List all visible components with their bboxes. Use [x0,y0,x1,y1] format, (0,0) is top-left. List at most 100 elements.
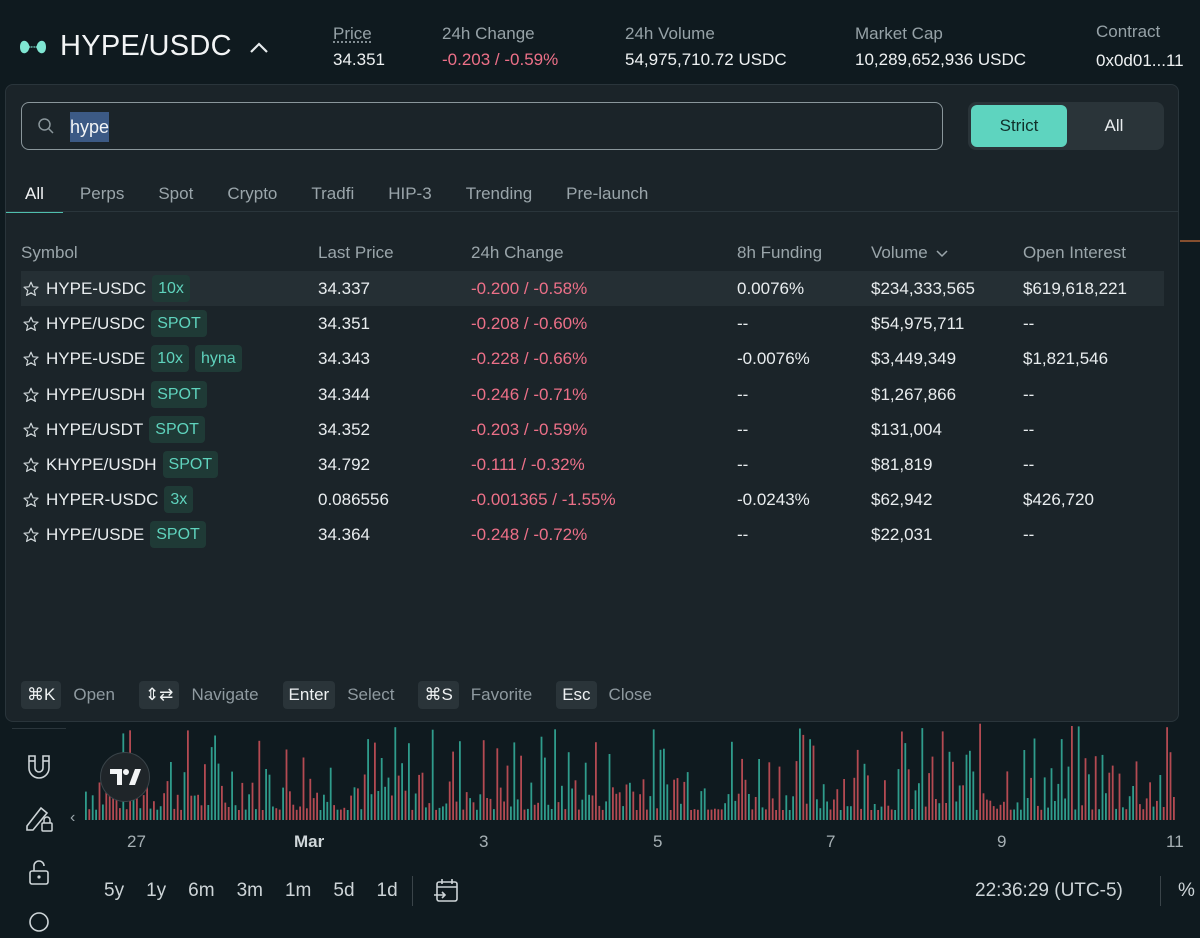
symbol-cell: KHYPE/USDH SPOT [46,447,219,482]
tab-perps[interactable]: Perps [79,184,125,203]
volume-bar [639,794,641,820]
column-last-price[interactable]: Last Price [318,243,394,262]
hint-open: Open [73,685,115,704]
volume-bar [88,809,91,820]
volume-bar [880,806,883,820]
lock-drawing-icon[interactable] [23,802,55,834]
shortcut-hints: ⌘K Open ⇕⇄ Navigate Enter Select ⌘S Favo… [21,681,676,709]
column-24h-change[interactable]: 24h Change [471,243,564,262]
volume-bar [397,775,400,820]
open-interest-cell: -- [1023,525,1035,545]
tradingview-logo[interactable] [100,752,150,802]
column-open-interest[interactable]: Open Interest [1023,243,1127,262]
volume-bar [680,803,682,820]
tab-hip3[interactable]: HIP-3 [388,184,432,203]
volume-bar [710,809,713,820]
volume-bar [1074,809,1077,820]
calendar-goto-icon[interactable] [432,876,462,906]
funding-cell: -- [737,384,749,404]
x-tick: 3 [479,832,489,851]
column-symbol[interactable]: Symbol [21,243,78,262]
star-icon[interactable] [23,281,39,297]
chart-clock[interactable]: 22:36:29 (UTC-5) [975,880,1123,901]
last-price-cell: 34.792 [318,454,370,474]
tab-trending[interactable]: Trending [465,184,533,203]
table-row[interactable]: HYPE/USDC SPOT 34.351 -0.208 / -0.60% -- … [21,306,1164,341]
pair-selector[interactable]: HYPE/USDC [18,30,270,63]
column-volume[interactable]: Volume [871,243,948,263]
volume-bar [751,809,754,820]
range-1d[interactable]: 1d [376,880,398,901]
chevron-up-icon[interactable] [248,40,270,54]
table-row[interactable]: HYPE/USDE SPOT 34.364 -0.248 / -0.72% -- … [21,517,1164,552]
eye-icon[interactable] [23,906,55,938]
star-icon[interactable] [23,351,39,367]
volume-bar [486,798,488,820]
volume-bars [85,723,1175,820]
volume-bar [870,810,873,820]
collapse-toolbar-icon[interactable]: ‹ [70,809,76,826]
table-row[interactable]: HYPE-USDC 10x 34.337 -0.200 / -0.58% 0.00… [21,271,1164,307]
volume-bar [421,772,424,820]
percent-toggle[interactable]: % [1178,880,1195,901]
volume-bar [1030,777,1032,820]
volume-bar [275,808,278,820]
stat-label: Contract [1096,22,1161,41]
range-6m[interactable]: 6m [188,880,215,901]
star-icon[interactable] [23,492,39,508]
volume-bar [1098,809,1100,820]
volume-bar [227,807,230,820]
volume-bar [622,806,624,820]
tab-tradfi[interactable]: Tradfi [311,184,355,203]
table-row[interactable]: HYPE-USDE 10x hyna 34.343 -0.228 / -0.66% … [21,341,1164,376]
stat-label: 24h Volume [625,24,715,43]
funding-cell: -0.0243% [737,490,810,510]
market-badge: SPOT [151,380,207,408]
range-5d[interactable]: 5d [333,880,355,901]
volume-bar [479,794,482,820]
star-icon[interactable] [23,457,39,473]
tab-crypto[interactable]: Crypto [227,184,278,203]
stat-label[interactable]: Price [333,24,372,43]
magnet-icon[interactable] [23,750,55,782]
range-1y[interactable]: 1y [146,880,167,901]
volume-bar [1084,758,1087,820]
volume-bar [625,784,628,820]
market-badge: SPOT [150,521,206,549]
volume-bar [282,787,284,820]
table-row[interactable]: HYPE/USDT SPOT 34.352 -0.203 / -0.59% -- … [21,412,1164,447]
mode-strict[interactable]: Strict [971,105,1067,147]
volume-bar [792,796,794,820]
range-5y[interactable]: 5y [104,880,125,901]
star-icon[interactable] [23,316,39,332]
tab-spot[interactable]: Spot [158,184,194,203]
volume-bar [676,778,679,820]
table-row[interactable]: KHYPE/USDH SPOT 34.792 -0.111 / -0.32% --… [21,447,1164,482]
star-icon[interactable] [23,527,39,543]
column-8h-funding[interactable]: 8h Funding [737,243,823,262]
table-row[interactable]: HYPE/USDH SPOT 34.344 -0.246 / -0.71% -- … [21,377,1164,412]
table-row[interactable]: HYPER-USDC 3x 0.086556 -0.001365 / -1.55%… [21,482,1164,517]
symbol-name: HYPE/USDT [46,419,144,439]
funding-cell: -- [737,314,749,334]
search-box[interactable]: hype [21,102,943,150]
volume-bar [489,798,492,820]
open-interest-cell: $1,821,546 [1023,349,1109,369]
hint-favorite: Favorite [470,685,533,704]
tab-pre-launch[interactable]: Pre-launch [566,184,649,203]
range-1m[interactable]: 1m [284,880,312,901]
symbol-name: HYPE/USDH [46,384,146,404]
mode-all[interactable]: All [1104,116,1124,135]
contract-address[interactable]: 0x0d01...11 [1096,51,1184,70]
volume-bar [1125,809,1128,820]
search-input[interactable] [68,111,932,143]
star-icon[interactable] [23,422,39,438]
volume-bar [323,794,325,820]
volume-bar [319,810,322,820]
unlock-icon[interactable] [23,856,55,888]
range-3m[interactable]: 3m [236,880,263,901]
tab-all[interactable]: All [6,181,63,213]
star-icon[interactable] [23,387,39,403]
volume-bar [1162,807,1165,820]
hyperliquid-logo-icon [20,40,46,53]
